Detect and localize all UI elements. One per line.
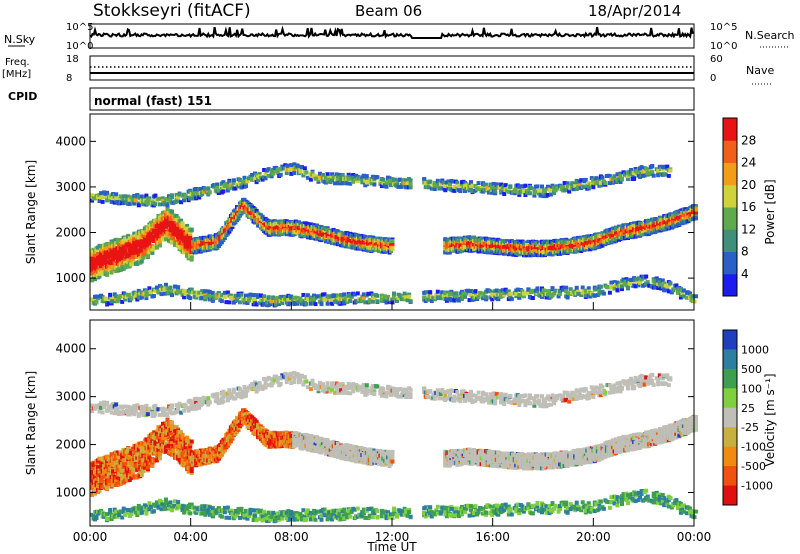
- power-cbar-tick: 24: [741, 156, 756, 170]
- y-tick-label: 2000: [55, 226, 86, 240]
- nave-label: Nave: [746, 64, 774, 77]
- power-cbar-tick: 12: [741, 222, 756, 236]
- nsearch-hi-label: 10^5: [710, 22, 737, 33]
- freq-unit-label: [MHz]: [2, 69, 31, 80]
- x-tick-label: 04:00: [173, 530, 208, 544]
- freq-hi-label: 18: [66, 54, 79, 65]
- x-axis-label: Time UT: [366, 540, 417, 554]
- power-cbar-swatch: [723, 184, 737, 208]
- x-tick-label: 16:00: [475, 530, 510, 544]
- velocity-cbar-tick: -25: [741, 421, 759, 434]
- x-tick-label: 00:00: [73, 530, 108, 544]
- power-ylabel: Slant Range [km]: [24, 160, 38, 264]
- x-tick-label: 00:00: [677, 530, 712, 544]
- power-cbar-swatch: [723, 118, 737, 141]
- x-axis-ticks: 00:00 04:00 08:00 12:00 16:00 20:00 00:00: [73, 302, 712, 544]
- velocity-ylabel: Slant Range [km]: [24, 371, 38, 475]
- y-tick-label: 3000: [55, 180, 86, 194]
- beam-title: Beam 06: [355, 2, 422, 20]
- y-tick-label: 3000: [55, 390, 86, 404]
- x-tick-label: 12:00: [375, 530, 410, 544]
- power-cbar-swatch: [723, 140, 737, 163]
- velocity-cbar-tick: 25: [741, 402, 755, 415]
- power-y-ticks: 1000 2000 3000 4000: [55, 134, 694, 285]
- nave-hi-label: 60: [710, 54, 723, 65]
- velocity-cbar-swatch: [723, 407, 737, 428]
- freq-lo-label: 8: [66, 73, 72, 84]
- nsky-series: [89, 25, 694, 39]
- velocity-cbar-swatch: [723, 446, 737, 467]
- velocity-cbar-swatch: [723, 368, 737, 389]
- power-cbar-tick: 16: [741, 200, 756, 214]
- velocity-cbar-tick: 500: [741, 363, 762, 376]
- velocity-colorbar: 1000 500 100 25 -25 -100 -500 -1000: [722, 329, 773, 506]
- x-tick-label: 20:00: [576, 530, 611, 544]
- freq-label: Freq.: [5, 57, 30, 68]
- power-cbar-tick: 8: [741, 245, 749, 259]
- power-cbar-tick: 28: [741, 133, 756, 147]
- power-panel: 1000 2000 3000 4000 Slant Range [km]: [24, 113, 698, 311]
- power-colorbar: 4 8 12 16 20 24 28: [722, 117, 756, 297]
- velocity-cbar-label: Velocity [m s⁻¹]: [763, 373, 777, 466]
- power-cbar-swatch: [723, 251, 737, 275]
- power-cbar-swatch: [723, 273, 737, 297]
- nave-lo-label: 0: [710, 73, 716, 84]
- velocity-cbar-tick: -100: [741, 441, 766, 454]
- cpid-panel: CPID normal (fast) 151: [8, 87, 695, 111]
- velocity-cbar-swatch: [723, 388, 737, 409]
- station-title: Stokkseyri (fitACF): [93, 1, 251, 21]
- nsky-label: N.Sky: [4, 33, 36, 46]
- power-cbar-label: Power [dB]: [763, 179, 777, 244]
- nsky-lo-label: 10^0: [66, 41, 93, 52]
- y-tick-label: 1000: [55, 271, 86, 285]
- y-tick-label: 2000: [55, 438, 86, 452]
- velocity-cbar-swatch: [723, 427, 737, 448]
- power-cbar-swatch: [723, 229, 737, 252]
- nsky-panel: N.Sky 10^5 10^0 10^5 10^0 N.Search: [4, 22, 795, 52]
- power-cbar-swatch: [723, 162, 737, 186]
- y-tick-label: 1000: [55, 485, 86, 499]
- power-cbar-swatch: [723, 207, 737, 230]
- nsky-hi-label: 10^5: [66, 22, 93, 33]
- nsearch-label: N.Search: [745, 29, 795, 42]
- velocity-cbar-tick: -1000: [741, 480, 773, 493]
- y-tick-label: 4000: [55, 134, 86, 148]
- velocity-cbar-swatch: [723, 466, 737, 487]
- power-cbar-tick: 20: [741, 178, 756, 192]
- power-data: [90, 162, 698, 308]
- velocity-panel: 1000 2000 3000 4000 Slant Range [km]: [24, 319, 698, 527]
- velocity-cbar-tick: 100: [741, 382, 762, 395]
- velocity-cbar-tick: 1000: [741, 343, 769, 356]
- freq-panel: Freq. [MHz] 18 8 60 0 Nave: [2, 54, 774, 85]
- velocity-cbar-tick: -500: [741, 460, 766, 473]
- velocity-y-ticks: 1000 2000 3000 4000: [55, 342, 694, 499]
- nsearch-lo-label: 10^0: [710, 41, 737, 52]
- velocity-cbar-swatch: [723, 485, 737, 506]
- cpid-value: normal (fast) 151: [94, 94, 212, 108]
- x-tick-label: 08:00: [274, 530, 309, 544]
- power-cbar-tick: 4: [741, 267, 749, 281]
- date-title: 18/Apr/2014: [588, 2, 681, 20]
- cpid-label: CPID: [8, 90, 37, 103]
- velocity-cbar-swatch: [723, 349, 737, 370]
- velocity-cbar-swatch: [723, 330, 737, 350]
- y-tick-label: 4000: [55, 342, 86, 356]
- velocity-data: [90, 370, 698, 524]
